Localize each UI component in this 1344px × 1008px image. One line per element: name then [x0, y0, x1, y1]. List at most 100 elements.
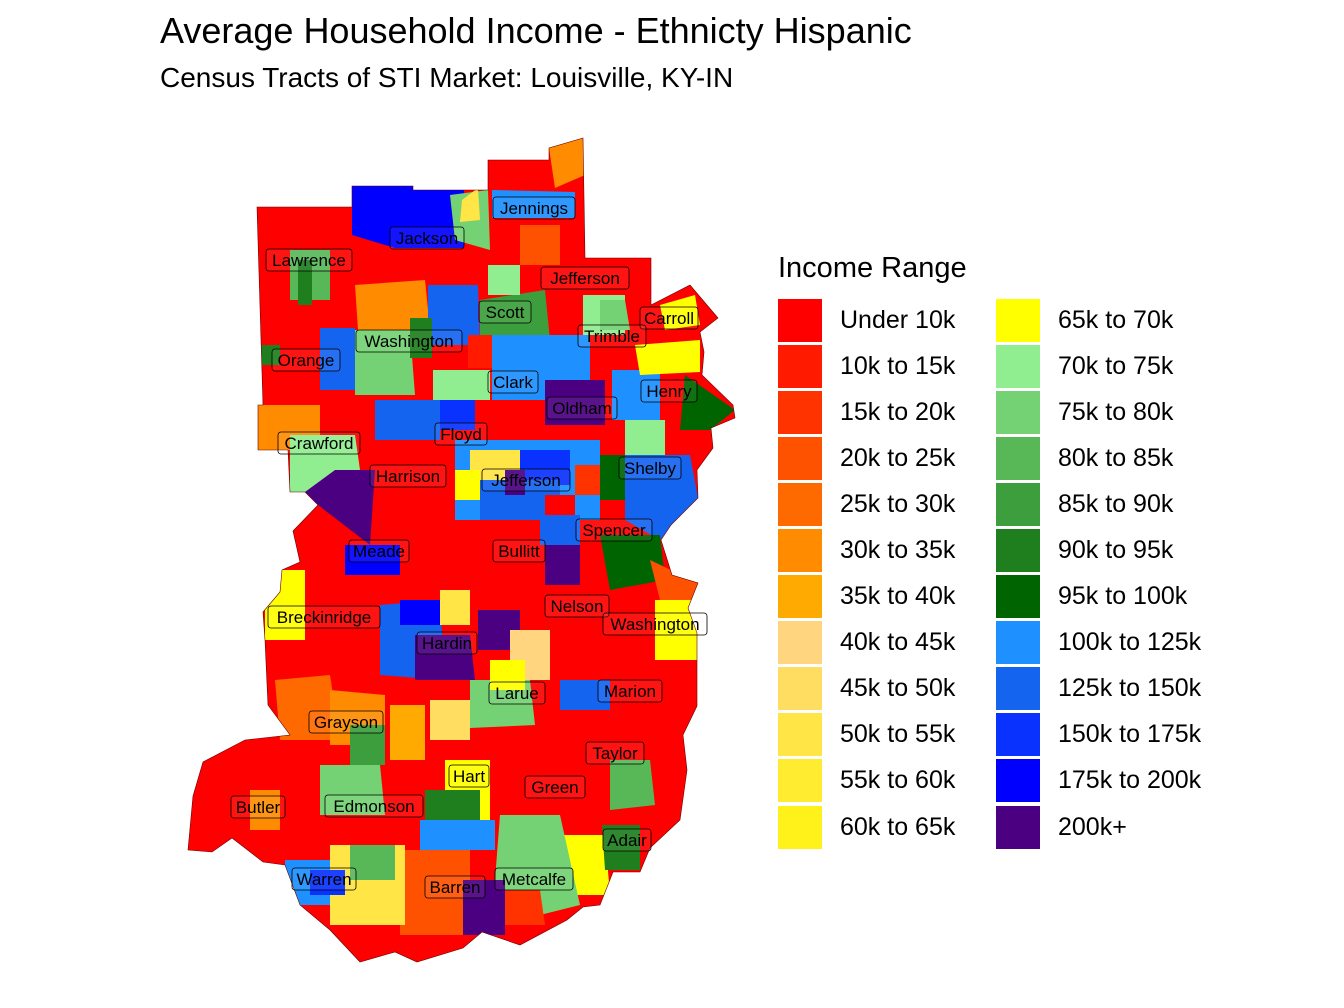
legend-item: Under 10k [778, 297, 980, 343]
legend-label: 40k to 45k [840, 628, 956, 657]
county-label-scott: Scott [478, 300, 532, 324]
legend-item: 35k to 40k [778, 574, 980, 620]
svg-text:Green: Green [531, 778, 578, 797]
county-label-crawford: Crawford [277, 431, 361, 455]
legend-label: 200k+ [1058, 812, 1127, 841]
svg-text:Edmonson: Edmonson [333, 797, 414, 816]
legend-label: 60k to 65k [840, 812, 956, 841]
legend-item: 95k to 100k [996, 574, 1198, 620]
county-label-adair: Adair [602, 828, 652, 852]
legend-item: 60k to 65k [778, 804, 980, 850]
legend-label: 90k to 95k [1058, 536, 1174, 565]
census-tracts [188, 138, 735, 962]
svg-text:Lawrence: Lawrence [272, 251, 346, 270]
county-label-jefferson-ky: Jefferson [481, 468, 571, 492]
county-label-larue: Larue [488, 681, 546, 705]
legend-swatch [996, 805, 1040, 849]
legend-column-left: Under 10k 10k to 15k 15k to 20k 20k to 25k 2… [778, 297, 980, 850]
svg-text:Bullitt: Bullitt [498, 542, 540, 561]
svg-text:Spencer: Spencer [582, 521, 646, 540]
legend-columns: Under 10k 10k to 15k 15k to 20k 20k to 25k 2… [778, 297, 1202, 850]
legend-item: 25k to 30k [778, 481, 980, 527]
legend-swatch [778, 713, 822, 757]
county-label-lawrence: Lawrence [265, 248, 353, 272]
legend-swatch [996, 759, 1040, 803]
legend-title: Income Range [778, 252, 967, 284]
svg-text:Washington: Washington [610, 615, 699, 634]
legend-label: 15k to 20k [840, 397, 956, 426]
svg-text:Carroll: Carroll [644, 309, 694, 328]
legend-swatch [778, 667, 822, 711]
svg-text:Barren: Barren [429, 878, 480, 897]
legend-swatch [996, 344, 1040, 388]
legend-item: 15k to 20k [778, 389, 980, 435]
county-label-henry: Henry [640, 379, 698, 403]
legend-label: 65k to 70k [1058, 305, 1174, 334]
svg-text:Scott: Scott [486, 303, 525, 322]
svg-text:Warren: Warren [296, 870, 351, 889]
legend-swatch [778, 482, 822, 526]
county-label-washington-in: Washington [355, 329, 463, 353]
svg-text:Clark: Clark [493, 373, 533, 392]
legend-label: 45k to 50k [840, 674, 956, 703]
legend-item: 125k to 150k [996, 666, 1202, 712]
svg-text:Crawford: Crawford [285, 434, 354, 453]
legend-item: 50k to 55k [778, 712, 980, 758]
county-label-oldham: Oldham [546, 396, 618, 420]
svg-text:Harrison: Harrison [376, 467, 440, 486]
legend-swatch [778, 759, 822, 803]
county-label-barren: Barren [424, 875, 486, 899]
legend-item: 70k to 75k [996, 343, 1198, 389]
county-label-jackson: Jackson [389, 226, 465, 250]
legend-label: 25k to 30k [840, 489, 956, 518]
legend-label: 95k to 100k [1058, 582, 1188, 611]
svg-text:Henry: Henry [646, 382, 692, 401]
legend-item: 90k to 95k [996, 527, 1198, 573]
legend-label: 35k to 40k [840, 582, 956, 611]
legend-swatch [778, 529, 822, 573]
svg-text:Grayson: Grayson [314, 713, 378, 732]
legend-swatch [778, 344, 822, 388]
svg-text:Washington: Washington [364, 332, 453, 351]
svg-text:Adair: Adair [607, 831, 647, 850]
legend-item: 100k to 125k [996, 620, 1202, 666]
legend-label: 100k to 125k [1058, 628, 1202, 657]
legend-swatch [778, 805, 822, 849]
legend-swatch [996, 390, 1040, 434]
legend-item: 30k to 35k [778, 527, 980, 573]
county-label-nelson: Nelson [544, 594, 610, 618]
legend-item: 175k to 200k [996, 758, 1201, 804]
svg-text:Hart: Hart [453, 767, 485, 786]
legend-label: 150k to 175k [1058, 720, 1202, 749]
county-label-shelby: Shelby [618, 456, 682, 480]
legend-column-right: 65k to 70k 70k to 75k 75k to 80k 80k to 85k… [996, 297, 1202, 850]
svg-text:Nelson: Nelson [551, 597, 604, 616]
county-label-harrison: Harrison [369, 464, 447, 488]
legend-swatch [996, 575, 1040, 619]
legend-swatch [996, 529, 1040, 573]
county-label-hardin: Hardin [416, 631, 478, 655]
legend-label: 125k to 150k [1058, 674, 1202, 703]
legend-item: 85k to 90k [996, 481, 1198, 527]
legend: Income Range Under 10k 10k to 15k 15k to 2… [778, 252, 1202, 850]
svg-text:Jennings: Jennings [500, 199, 568, 218]
svg-text:Trimble: Trimble [584, 327, 640, 346]
legend-label: 75k to 80k [1058, 397, 1174, 426]
county-label-bullitt: Bullitt [492, 539, 546, 563]
legend-item: 45k to 50k [778, 666, 980, 712]
county-label-warren: Warren [291, 867, 357, 891]
legend-swatch [996, 667, 1040, 711]
county-label-clark: Clark [487, 370, 539, 394]
county-label-marion: Marion [597, 679, 663, 703]
legend-label: 10k to 15k [840, 351, 956, 380]
legend-swatch [778, 390, 822, 434]
map-subtitle: Census Tracts of STI Market: Louisville,… [160, 62, 734, 93]
legend-item: 10k to 15k [778, 343, 980, 389]
county-label-carroll: Carroll [639, 306, 699, 330]
legend-swatch [996, 298, 1040, 342]
svg-text:Jefferson: Jefferson [550, 269, 620, 288]
county-label-jefferson-in: Jefferson [540, 266, 630, 290]
legend-item: 40k to 45k [778, 620, 980, 666]
county-label-butler: Butler [230, 795, 286, 819]
legend-swatch [996, 621, 1040, 665]
